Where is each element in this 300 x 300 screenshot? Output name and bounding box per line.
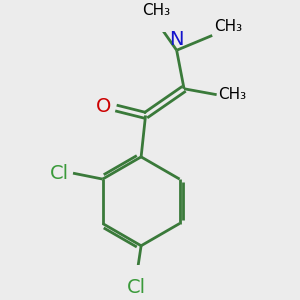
Text: Cl: Cl bbox=[50, 164, 69, 183]
Text: CH₃: CH₃ bbox=[218, 87, 246, 102]
Text: CH₃: CH₃ bbox=[142, 3, 170, 18]
Text: CH₃: CH₃ bbox=[214, 19, 242, 34]
Text: O: O bbox=[96, 97, 112, 116]
Text: N: N bbox=[169, 30, 184, 49]
Text: Cl: Cl bbox=[127, 278, 146, 297]
